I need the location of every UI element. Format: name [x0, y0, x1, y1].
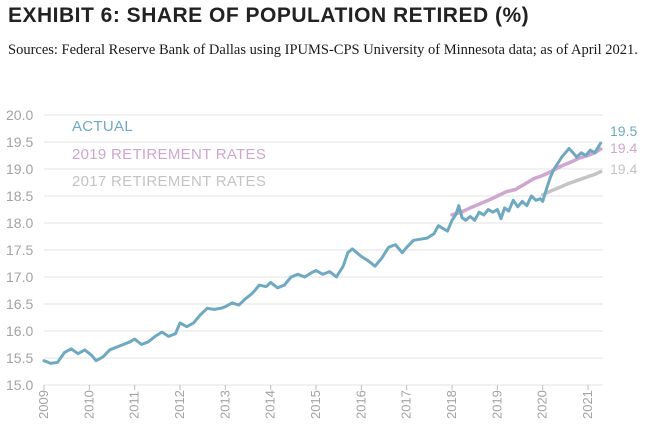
- legend-item-0: ACTUAL: [72, 118, 133, 135]
- x-axis-ticks: 2009 2010 2011 2012 2013 2014 2015 2016 2017 2018…: [36, 385, 595, 419]
- legend: ACTUAL 2019 RETIREMENT RATES 2017 RETIREME…: [72, 118, 266, 190]
- end-labels: 19.519.419.4: [610, 123, 637, 177]
- x-tick-label: 2020: [535, 390, 550, 419]
- legend-item-2: 2017 RETIREMENT RATES: [72, 173, 266, 190]
- x-tick-label: 2013: [217, 390, 232, 419]
- y-tick-label: 20.0: [6, 107, 33, 123]
- series-lines: [42, 141, 603, 365]
- y-tick-label: 16.5: [6, 296, 33, 312]
- y-tick-label: 18.5: [6, 188, 33, 204]
- x-tick-label: 2018: [444, 390, 459, 419]
- y-tick-label: 19.5: [6, 134, 33, 150]
- x-tick-label: 2009: [36, 390, 51, 419]
- series-line-1: [450, 147, 603, 217]
- x-tick-label: 2016: [353, 390, 368, 419]
- x-tick-label: 2010: [81, 390, 96, 419]
- end-label-2: 19.4: [610, 161, 637, 177]
- x-tick-label: 2017: [399, 390, 414, 419]
- series-line-0: [42, 141, 603, 365]
- x-tick-label: 2015: [308, 390, 323, 419]
- y-tick-label: 16.0: [6, 323, 33, 339]
- chart-title: EXHIBIT 6: SHARE OF POPULATION RETIRED (…: [8, 4, 530, 27]
- y-tick-label: 15.5: [6, 350, 33, 366]
- y-tick-label: 17.0: [6, 269, 33, 285]
- x-tick-label: 2019: [489, 390, 504, 419]
- x-tick-label: 2012: [172, 390, 187, 419]
- y-tick-label: 18.0: [6, 215, 33, 231]
- y-axis-ticks: 15.0 15.5 16.0 16.5 17.0 17.5 18.0 18.5 19.0 19.5…: [6, 107, 33, 393]
- x-tick-label: 2021: [580, 390, 595, 419]
- legend-item-1: 2019 RETIREMENT RATES: [72, 146, 266, 163]
- y-tick-label: 17.5: [6, 242, 33, 258]
- y-tick-label: 15.0: [6, 377, 33, 393]
- x-tick-label: 2014: [263, 390, 278, 419]
- end-label-1: 19.4: [610, 140, 637, 156]
- y-tick-label: 19.0: [6, 161, 33, 177]
- x-tick-label: 2011: [127, 391, 142, 419]
- chart-source: Sources: Federal Reserve Bank of Dallas …: [8, 42, 638, 58]
- end-label-0: 19.5: [610, 123, 637, 139]
- series-line-2: [540, 169, 603, 197]
- gridlines: [44, 114, 603, 386]
